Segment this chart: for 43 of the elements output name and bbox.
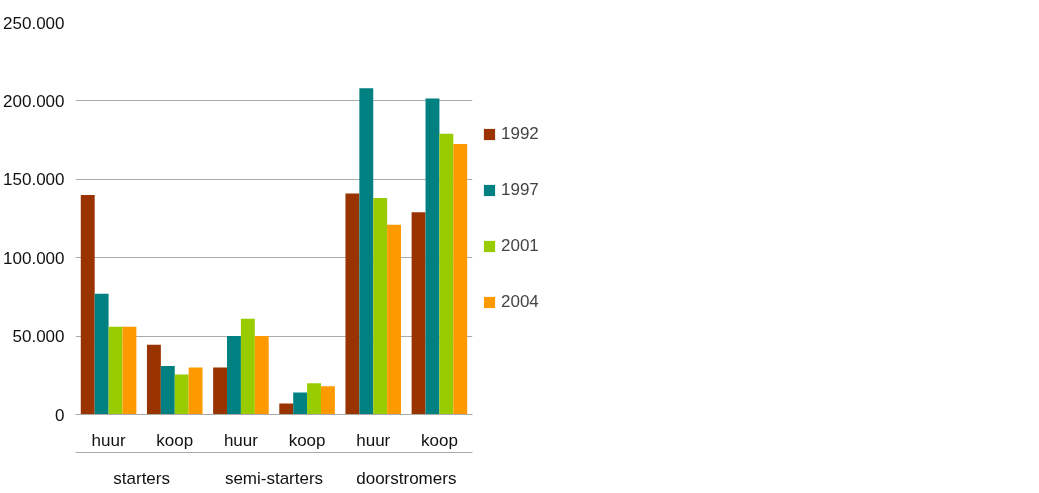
- y-tick-label: 0: [55, 405, 65, 425]
- legend-label: 1997: [501, 180, 539, 200]
- legend-label: 1992: [501, 124, 539, 144]
- x-tick-label: huur: [223, 430, 259, 450]
- bar: [122, 326, 137, 415]
- bar: [293, 392, 308, 415]
- bar: [425, 98, 440, 415]
- bar: [227, 336, 241, 415]
- legend-label: 2004: [501, 292, 539, 312]
- bar: [160, 365, 175, 415]
- y-tick-label: 100.000: [3, 248, 65, 268]
- bar: [411, 212, 426, 415]
- bar: [213, 367, 228, 415]
- bar: [307, 383, 321, 415]
- text: doorstromers: [356, 468, 457, 488]
- bar: [373, 198, 388, 415]
- legend-label: 2001: [501, 236, 539, 256]
- bar: [254, 336, 269, 415]
- bar: [146, 344, 161, 415]
- text: starters: [113, 468, 171, 488]
- y-tick-label: 250.000: [3, 13, 65, 33]
- y-tick-label: 200.000: [3, 91, 65, 111]
- bar: [108, 326, 123, 415]
- bar: [387, 224, 402, 415]
- x-tick-label: koop: [420, 430, 458, 450]
- bar: [453, 144, 468, 415]
- bar: [345, 193, 360, 415]
- x-tick-label: huur: [91, 430, 126, 450]
- bar: [279, 403, 294, 415]
- bar: [80, 194, 95, 415]
- bar: [359, 88, 374, 415]
- y-tick-label: 150.000: [3, 170, 65, 190]
- x-tick-label: koop: [288, 430, 326, 450]
- x-tick-label: huur: [356, 430, 391, 450]
- x-tick-label: koop: [156, 430, 194, 450]
- bar: [188, 367, 203, 415]
- bar: [320, 386, 335, 415]
- y-tick-label: 50.000: [12, 327, 65, 347]
- bar: [439, 133, 454, 415]
- bar: [94, 293, 109, 415]
- bar: [240, 318, 255, 415]
- bar: [174, 374, 189, 415]
- text: semi-starters: [224, 468, 324, 488]
